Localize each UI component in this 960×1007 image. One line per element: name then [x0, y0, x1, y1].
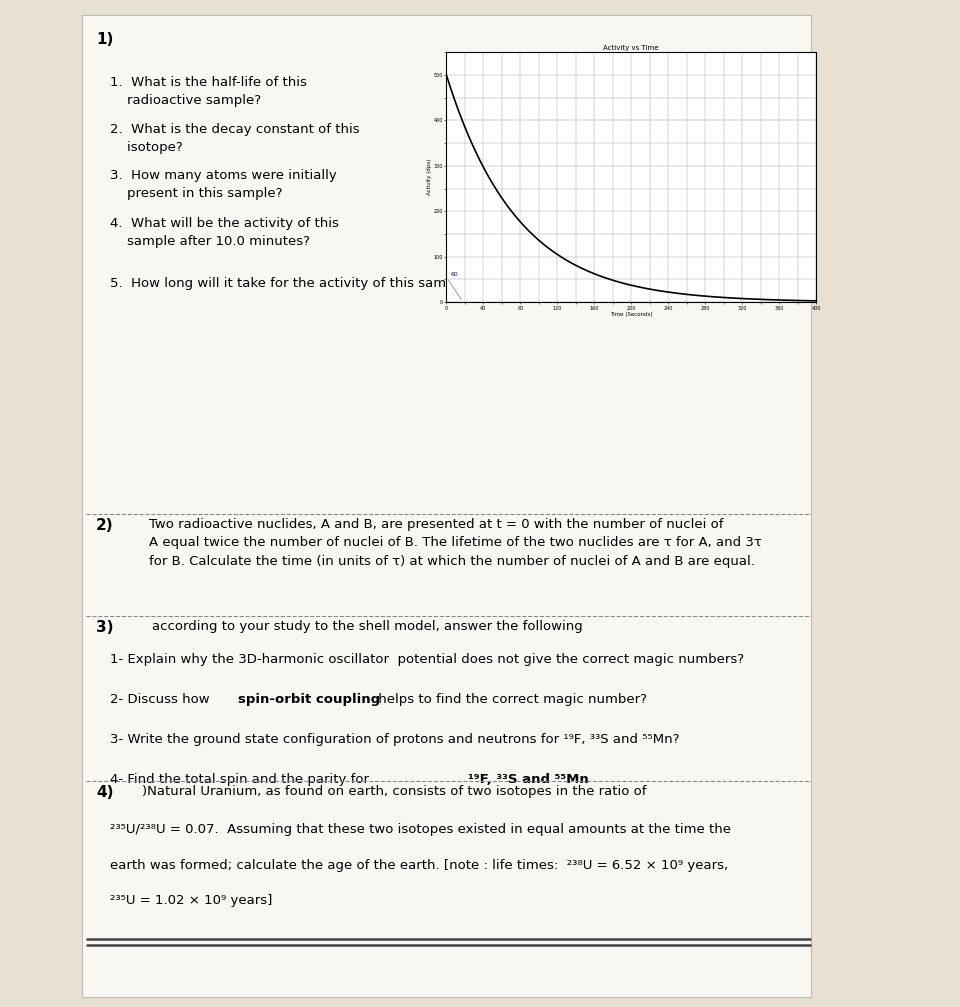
Text: 2): 2)	[96, 518, 113, 533]
Text: 2- Discuss how: 2- Discuss how	[110, 693, 214, 706]
Text: ²³⁵U/²³⁸U = 0.07.  Assuming that these two isotopes existed in equal amounts at : ²³⁵U/²³⁸U = 0.07. Assuming that these tw…	[110, 823, 732, 836]
Text: according to your study to the shell model, answer the following: according to your study to the shell mod…	[152, 620, 583, 633]
Text: spin-orbit coupling: spin-orbit coupling	[238, 693, 380, 706]
Text: 4- Find the total spin and the parity for: 4- Find the total spin and the parity fo…	[110, 773, 373, 786]
Text: 3.  How many atoms were initially
    present in this sample?: 3. How many atoms were initially present…	[110, 169, 337, 200]
Text: 60: 60	[451, 272, 459, 277]
Text: ²³⁵U = 1.02 × 10⁹ years]: ²³⁵U = 1.02 × 10⁹ years]	[110, 894, 273, 907]
Text: )Natural Uranium, as found on earth, consists of two isotopes in the ratio of: )Natural Uranium, as found on earth, con…	[142, 785, 647, 799]
Text: 4.  What will be the activity of this
    sample after 10.0 minutes?: 4. What will be the activity of this sam…	[110, 217, 339, 248]
Text: 3): 3)	[96, 620, 113, 635]
FancyBboxPatch shape	[82, 15, 811, 997]
Text: 3- Write the ground state configuration of protons and neutrons for ¹⁹F, ³³S and: 3- Write the ground state configuration …	[110, 733, 680, 746]
Text: helps to find the correct magic number?: helps to find the correct magic number?	[374, 693, 647, 706]
Title: Activity vs Time: Activity vs Time	[604, 44, 659, 50]
Text: 1): 1)	[96, 32, 113, 47]
Text: ¹⁹F, ³³S and ⁵⁵Mn: ¹⁹F, ³³S and ⁵⁵Mn	[468, 773, 589, 786]
Text: 1- Explain why the 3D-harmonic oscillator  potential does not give the correct m: 1- Explain why the 3D-harmonic oscillato…	[110, 653, 745, 666]
Text: 5.  How long will it take for the activity of this sample to drop to 1.0 % of it: 5. How long will it take for the activit…	[110, 277, 705, 290]
Text: Two radioactive nuclides, A and B, are presented at t = 0 with the number of nuc: Two radioactive nuclides, A and B, are p…	[149, 518, 761, 568]
Text: 2.  What is the decay constant of this
    isotope?: 2. What is the decay constant of this is…	[110, 123, 360, 154]
Y-axis label: Activity (dps): Activity (dps)	[427, 159, 432, 195]
X-axis label: Time (Seconds): Time (Seconds)	[610, 312, 653, 317]
Text: earth was formed; calculate the age of the earth. [note : life times:  ²³⁸U = 6.: earth was formed; calculate the age of t…	[110, 859, 729, 872]
Text: 4): 4)	[96, 785, 113, 801]
Text: 1.  What is the half-life of this
    radioactive sample?: 1. What is the half-life of this radioac…	[110, 76, 307, 107]
